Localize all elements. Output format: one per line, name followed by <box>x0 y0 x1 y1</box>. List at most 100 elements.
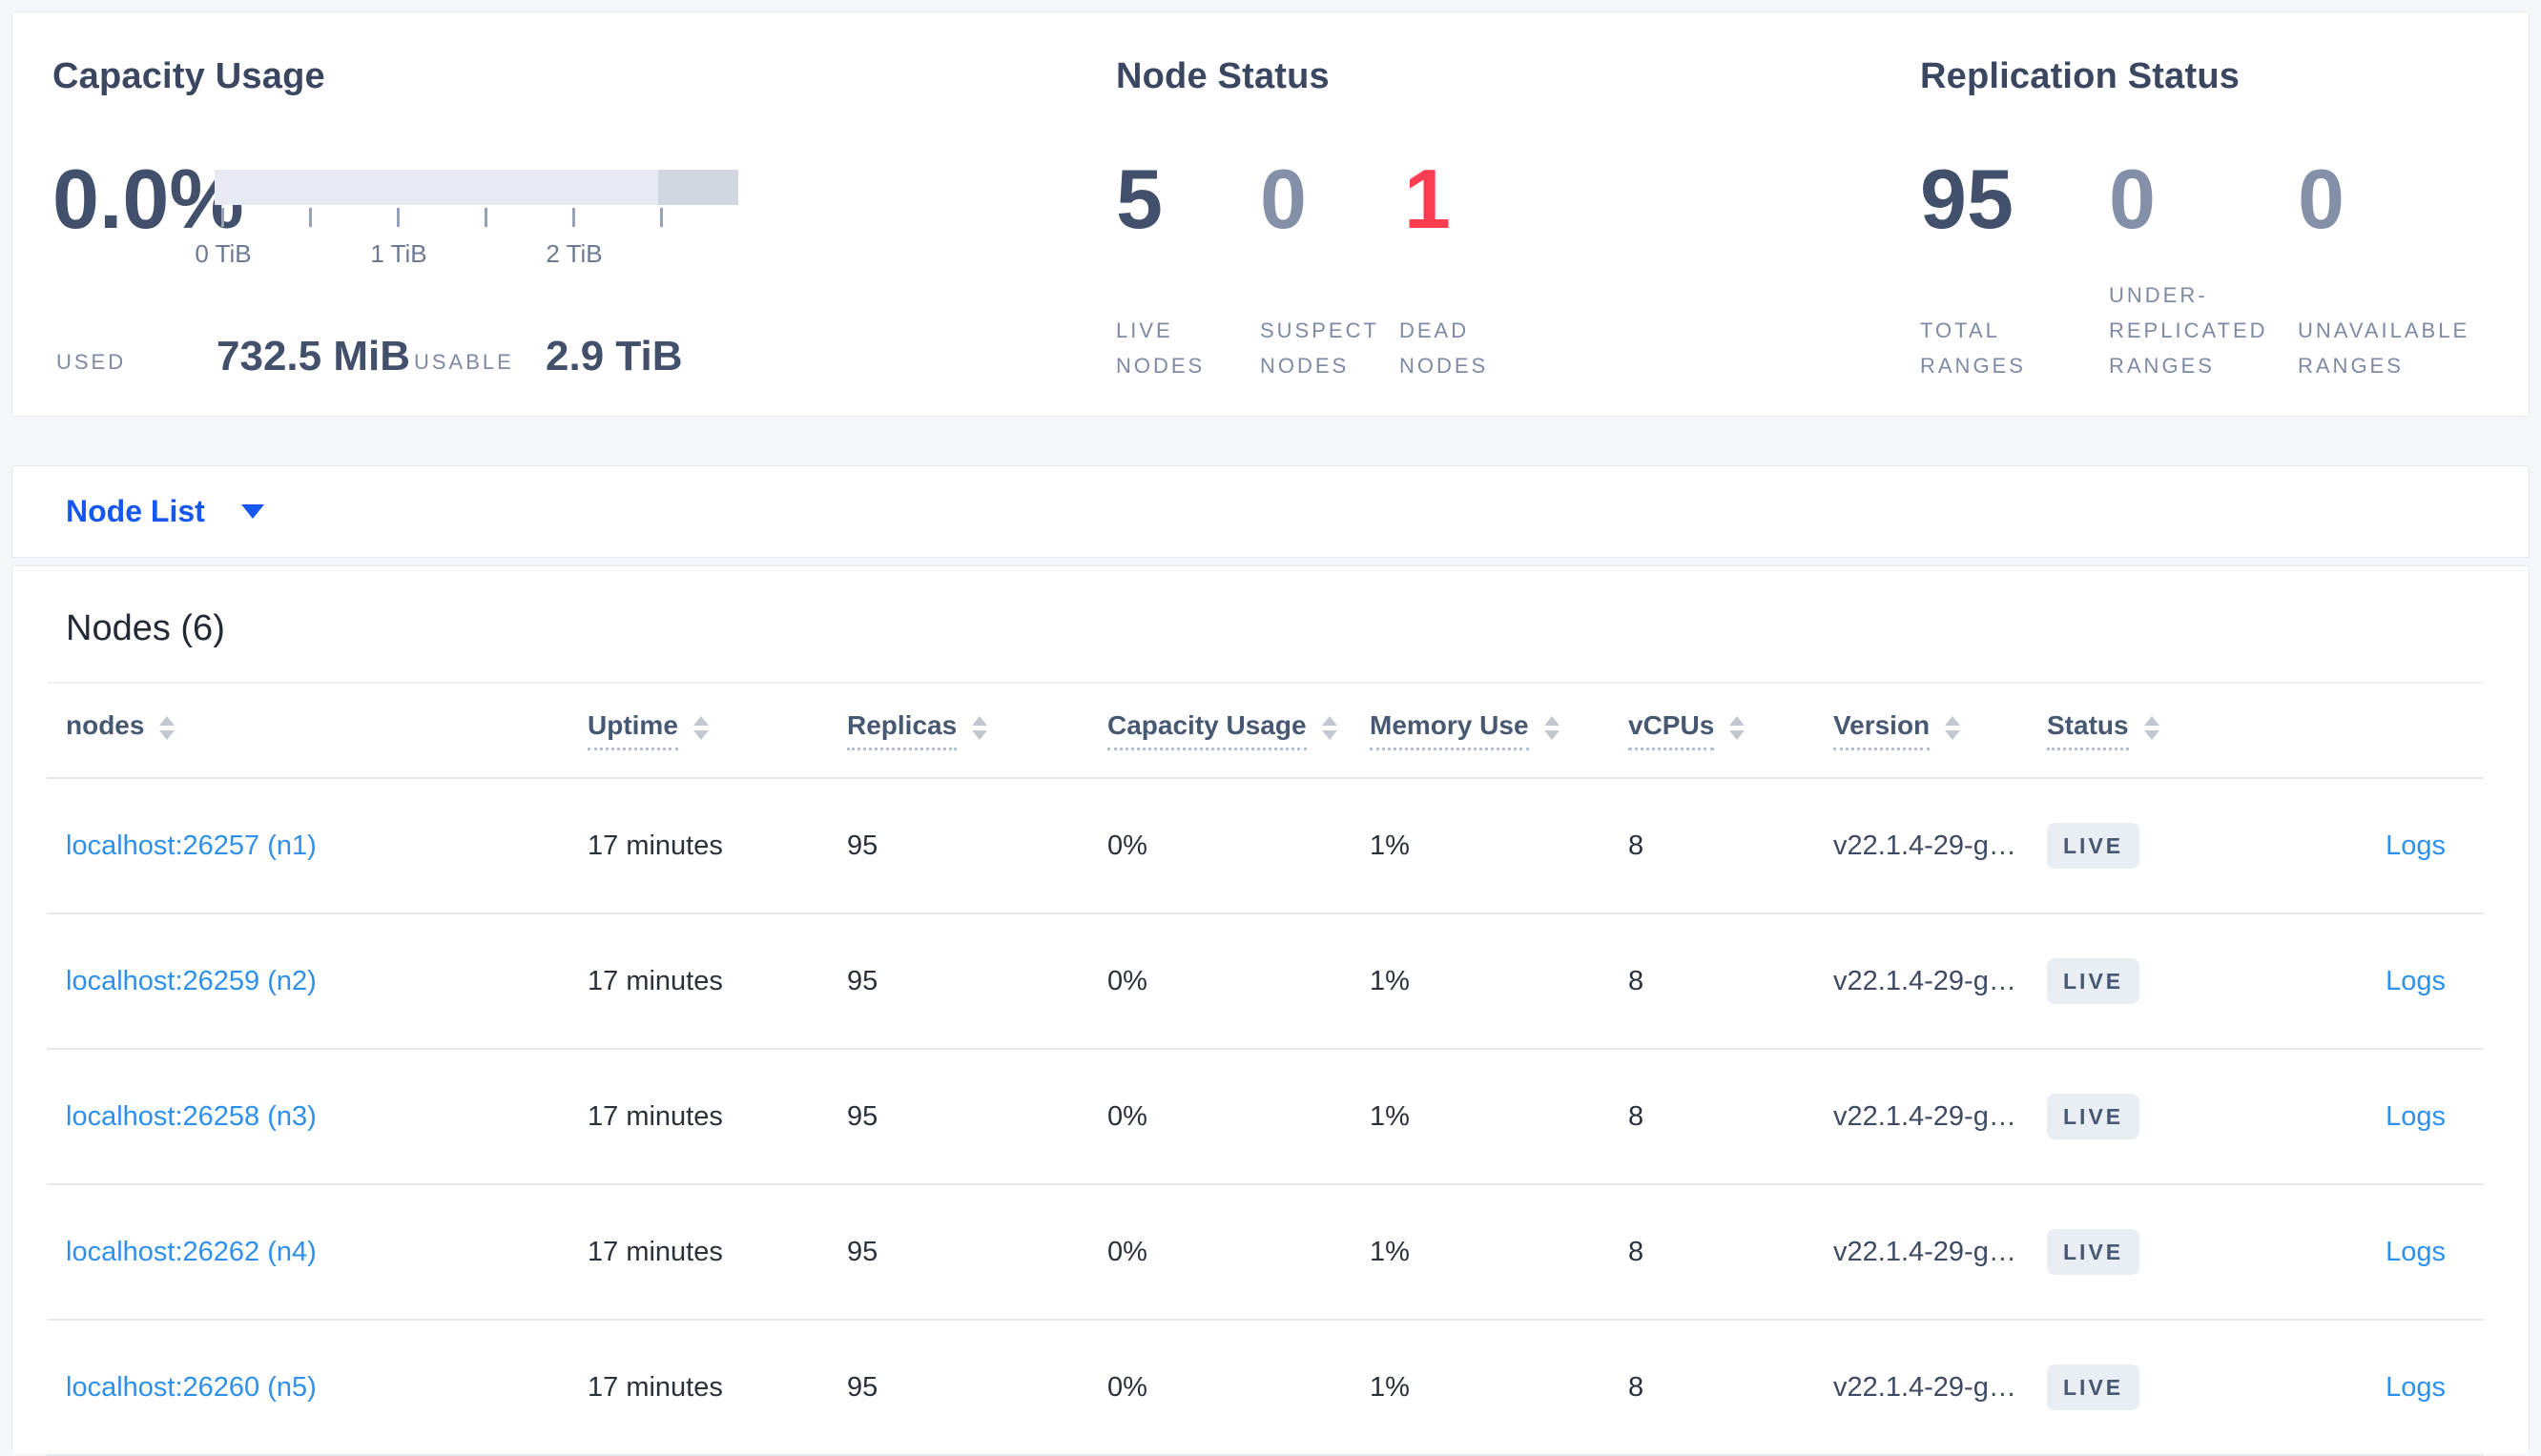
view-selector-bar: Node List <box>11 465 2530 558</box>
column-header-capacity-usage[interactable]: Capacity Usage <box>1107 684 1337 777</box>
table-header-row: nodes Uptime Replicas Capacity Usage Mem… <box>47 682 2484 779</box>
dead-nodes-label: DEAD NODES <box>1399 318 1489 378</box>
axis-tick <box>660 208 663 227</box>
capacity-usage-bar <box>215 170 738 205</box>
live-nodes-count: 5 <box>1116 152 1163 246</box>
replicas-value: 95 <box>847 1371 878 1403</box>
capacity-usage-title: Capacity Usage <box>52 56 325 96</box>
column-header-version[interactable]: Version <box>1833 684 1961 777</box>
uptime-value: 17 minutes <box>588 965 723 996</box>
sort-icon[interactable] <box>159 715 176 746</box>
node-link[interactable]: localhost:26262 (n4) <box>66 1236 317 1267</box>
logs-link[interactable]: Logs <box>2386 1236 2446 1267</box>
logs-link[interactable]: Logs <box>2386 830 2446 861</box>
unavailable-ranges-label: UNAVAILABLE RANGES <box>2298 318 2470 378</box>
capacity-used-percent: 0.0% <box>52 152 244 246</box>
capacity-value: 0% <box>1107 830 1147 861</box>
column-header-vcpus[interactable]: vCPUs <box>1628 684 1746 777</box>
unavailable-ranges-count: 0 <box>2298 152 2345 246</box>
axis-tick-label: 0 TiB <box>195 239 252 268</box>
replicas-value: 95 <box>847 830 878 861</box>
version-value: v22.1.4-29-g… <box>1833 830 2016 861</box>
memory-value: 1% <box>1370 830 1410 861</box>
table-row: localhost:26260 (n5) 17 minutes 95 0% 1%… <box>47 1321 2484 1456</box>
logs-link[interactable]: Logs <box>2386 1371 2446 1403</box>
column-header-status[interactable]: Status <box>2047 684 2159 777</box>
vcpus-value: 8 <box>1628 1371 1644 1403</box>
version-value: v22.1.4-29-g… <box>1833 1236 2016 1267</box>
column-header-nodes[interactable]: nodes <box>66 684 176 777</box>
dead-nodes-count: 1 <box>1404 152 1451 246</box>
live-nodes-label: LIVE NODES <box>1116 318 1206 378</box>
node-list-dropdown[interactable]: Node List <box>66 494 264 529</box>
sort-icon[interactable] <box>1543 715 1560 746</box>
node-link[interactable]: localhost:26259 (n2) <box>66 965 317 996</box>
memory-value: 1% <box>1370 1236 1410 1267</box>
node-list-dropdown-label: Node List <box>66 494 205 528</box>
sort-icon[interactable] <box>1945 715 1961 746</box>
suspect-nodes-count: 0 <box>1260 152 1307 246</box>
sort-icon[interactable] <box>2143 715 2159 746</box>
nodes-section-title: Nodes (6) <box>66 608 225 648</box>
axis-tick <box>309 208 312 227</box>
memory-value: 1% <box>1370 965 1410 996</box>
cluster-summary-panel: Capacity Usage 0.0% 0 TiB 1 TiB 2 TiB US… <box>11 11 2530 417</box>
vcpus-value: 8 <box>1628 1100 1644 1132</box>
capacity-value: 0% <box>1107 1100 1147 1132</box>
node-link[interactable]: localhost:26260 (n5) <box>66 1371 317 1403</box>
nodes-panel: Nodes (6) nodes Uptime Replicas Capacity… <box>11 565 2530 1456</box>
column-header-memory-use[interactable]: Memory Use <box>1370 684 1560 777</box>
vcpus-value: 8 <box>1628 1236 1644 1267</box>
under-replicated-ranges-label: UNDER-REPLICATED RANGES <box>2109 283 2268 378</box>
column-header-replicas[interactable]: Replicas <box>847 684 988 777</box>
axis-tick <box>572 208 575 227</box>
sort-icon[interactable] <box>692 715 709 746</box>
used-label: USED <box>56 350 127 374</box>
status-badge: LIVE <box>2047 1364 2140 1410</box>
status-badge: LIVE <box>2047 1094 2140 1139</box>
under-replicated-ranges-count: 0 <box>2109 152 2156 246</box>
sort-icon[interactable] <box>1321 715 1337 746</box>
nodes-table: nodes Uptime Replicas Capacity Usage Mem… <box>47 682 2484 1456</box>
column-header-uptime[interactable]: Uptime <box>588 684 709 777</box>
table-row: localhost:26259 (n2) 17 minutes 95 0% 1%… <box>47 914 2484 1050</box>
version-value: v22.1.4-29-g… <box>1833 1100 2016 1132</box>
used-value: 732.5 MiB <box>217 333 410 379</box>
logs-link[interactable]: Logs <box>2386 965 2446 996</box>
axis-tick <box>485 208 487 227</box>
vcpus-value: 8 <box>1628 965 1644 996</box>
version-value: v22.1.4-29-g… <box>1833 965 2016 996</box>
logs-link[interactable]: Logs <box>2386 1100 2446 1132</box>
usable-label: USABLE <box>414 350 514 374</box>
capacity-value: 0% <box>1107 1236 1147 1267</box>
chevron-down-icon <box>240 504 264 519</box>
status-badge: LIVE <box>2047 958 2140 1004</box>
memory-value: 1% <box>1370 1371 1410 1403</box>
node-link[interactable]: localhost:26257 (n1) <box>66 830 317 861</box>
vcpus-value: 8 <box>1628 830 1644 861</box>
uptime-value: 17 minutes <box>588 830 723 861</box>
axis-tick-label: 2 TiB <box>546 239 603 268</box>
replicas-value: 95 <box>847 965 878 996</box>
table-row: localhost:26257 (n1) 17 minutes 95 0% 1%… <box>47 779 2484 914</box>
replicas-value: 95 <box>847 1100 878 1132</box>
version-value: v22.1.4-29-g… <box>1833 1371 2016 1403</box>
node-status-title: Node Status <box>1116 56 1330 96</box>
uptime-value: 17 minutes <box>588 1236 723 1267</box>
table-row: localhost:26258 (n3) 17 minutes 95 0% 1%… <box>47 1050 2484 1185</box>
status-badge: LIVE <box>2047 1229 2140 1275</box>
capacity-bar-reserved-segment <box>658 170 738 205</box>
sort-icon[interactable] <box>972 715 988 746</box>
table-row: localhost:26262 (n4) 17 minutes 95 0% 1%… <box>47 1185 2484 1321</box>
axis-tick <box>397 208 400 227</box>
axis-tick <box>221 208 224 227</box>
node-link[interactable]: localhost:26258 (n3) <box>66 1100 317 1132</box>
sort-icon[interactable] <box>1729 715 1746 746</box>
replicas-value: 95 <box>847 1236 878 1267</box>
total-ranges-count: 95 <box>1920 152 2014 246</box>
usable-value: 2.9 TiB <box>546 333 683 379</box>
uptime-value: 17 minutes <box>588 1371 723 1403</box>
replication-status-title: Replication Status <box>1920 56 2241 96</box>
total-ranges-label: TOTAL RANGES <box>1920 318 2026 378</box>
memory-value: 1% <box>1370 1100 1410 1132</box>
